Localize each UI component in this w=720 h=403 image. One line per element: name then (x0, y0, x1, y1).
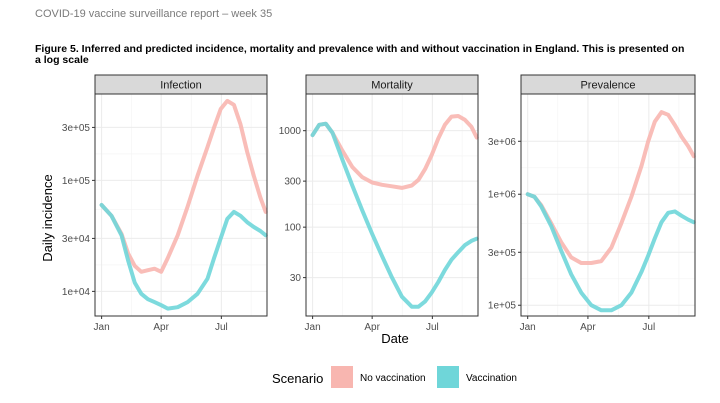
plot-area (305, 93, 479, 317)
y-tick-label: 1e+05 (62, 176, 91, 187)
y-tick-label: 100 (284, 223, 301, 234)
y-tick-label: 1000 (279, 126, 302, 137)
panel-prevalence: Prevalence 1e+05 3e+05 1e+06 3e+06 Jan Apr Jul (488, 74, 696, 333)
x-tick-label: Jan (94, 322, 110, 333)
series-line-vaccination (310, 121, 479, 309)
y-tick-label: 1e+04 (62, 287, 91, 298)
legend-label-no-vaccination: No vaccination (360, 373, 426, 384)
x-tick-label: Apr (364, 322, 380, 333)
y-tick-label: 30 (290, 273, 302, 284)
plot-border (94, 93, 268, 317)
legend-key-vaccination (437, 366, 459, 388)
y-tick-label: 3e+05 (488, 248, 517, 259)
x-tick-label: Jul (426, 322, 439, 333)
series-line-vaccination (99, 203, 268, 311)
legend-key-no-vaccination (331, 366, 353, 388)
y-tick-label: 1e+05 (488, 301, 517, 312)
y-axis-label: Daily incidence (40, 174, 55, 261)
panel-title: Prevalence (580, 80, 635, 92)
legend-title: Scenario (272, 371, 323, 386)
x-tick-label: Jul (215, 322, 228, 333)
y-tick-label: 300 (284, 177, 301, 188)
panel-title: Infection (160, 80, 202, 92)
plot-area (94, 93, 268, 317)
y-tick-label: 3e+04 (62, 234, 91, 245)
figure-caption: Figure 5. Inferred and predicted inciden… (35, 43, 685, 66)
panel-mortality: Mortality 30 100 300 1000 Jan Apr Jul (279, 74, 479, 333)
x-tick-label: Apr (580, 322, 596, 333)
plot-border (305, 93, 479, 317)
legend: Scenario No vaccination Vaccination (272, 366, 517, 388)
series-line-no-vaccination (99, 98, 268, 274)
y-tick-label: 1e+06 (488, 190, 517, 201)
x-tick-label: Jan (305, 322, 321, 333)
x-tick-label: Jul (642, 322, 655, 333)
y-tick-label: 3e+05 (62, 123, 91, 134)
plot-border (520, 93, 696, 317)
x-tick-label: Jan (520, 322, 536, 333)
y-tick-label: 3e+06 (488, 137, 517, 148)
report-header: COVID-19 vaccine surveillance report – w… (35, 8, 273, 20)
panel-title: Mortality (371, 80, 413, 92)
series-line-vaccination (525, 192, 696, 313)
plot-area (520, 93, 696, 317)
panel-infection: Infection 1e+04 3e+04 1e+05 3e+05 Jan Apr Jul (62, 74, 268, 333)
x-axis-label: Date (381, 331, 408, 346)
legend-label-vaccination: Vaccination (466, 373, 517, 384)
x-tick-label: Apr (153, 322, 169, 333)
